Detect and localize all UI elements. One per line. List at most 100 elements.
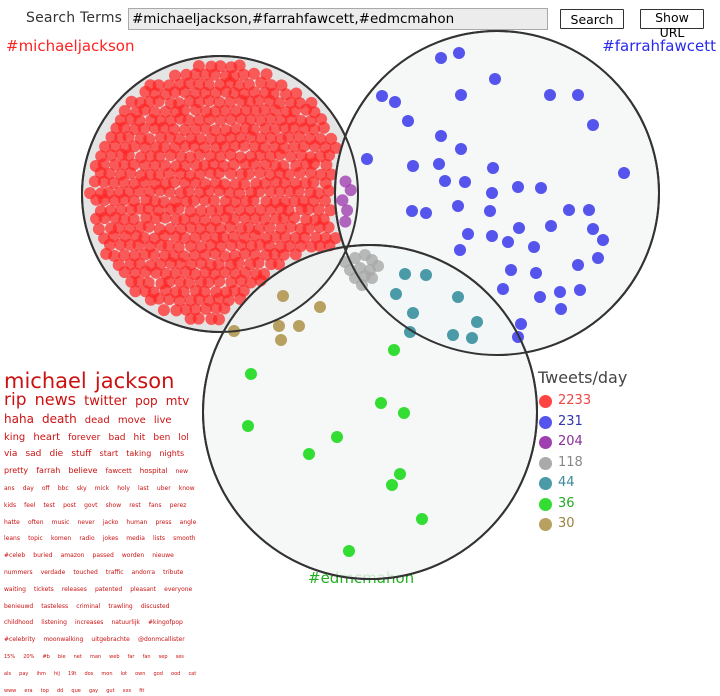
tweet-dot[interactable] <box>263 221 276 234</box>
tweet-dot[interactable] <box>259 122 272 135</box>
tweet-dot[interactable] <box>195 257 208 270</box>
tweet-dot[interactable] <box>224 95 237 108</box>
tweet-dot[interactable] <box>209 247 222 260</box>
tweet-dot[interactable] <box>239 211 252 224</box>
tweet-dot[interactable] <box>248 140 261 153</box>
tweet-dot[interactable] <box>122 131 135 143</box>
cloud-word[interactable]: death <box>42 411 77 426</box>
tweet-dot[interactable] <box>515 318 527 330</box>
tweet-dot[interactable] <box>154 131 167 144</box>
tweet-dot[interactable] <box>254 149 267 162</box>
tweet-dot[interactable] <box>435 52 447 64</box>
cloud-word[interactable]: leans <box>4 535 20 543</box>
tweet-dot[interactable] <box>248 67 260 80</box>
tweet-dot[interactable] <box>292 185 305 198</box>
tweet-dot[interactable] <box>572 259 584 271</box>
tweet-dot[interactable] <box>199 122 212 135</box>
cloud-word[interactable]: rest <box>129 501 141 509</box>
tweet-dot[interactable] <box>122 149 135 162</box>
cloud-word[interactable]: nummers <box>4 569 33 577</box>
tweet-dot[interactable] <box>349 252 361 264</box>
tweet-dot[interactable] <box>264 203 277 216</box>
tweet-dot[interactable] <box>305 166 317 179</box>
tweet-dot[interactable] <box>235 112 248 125</box>
cloud-word[interactable]: fawcett <box>105 467 132 476</box>
cloud-word[interactable]: andorra <box>131 569 156 577</box>
tweet-dot[interactable] <box>98 212 111 225</box>
cloud-word[interactable]: often <box>27 518 44 526</box>
tweet-dot[interactable] <box>317 121 330 134</box>
tweet-dot[interactable] <box>189 68 202 81</box>
tweet-dot[interactable] <box>263 94 276 107</box>
tweet-dot[interactable] <box>459 176 471 188</box>
cloud-word[interactable]: topic <box>28 535 43 543</box>
cloud-word[interactable]: benieuwd <box>4 602 34 610</box>
tweet-dot[interactable] <box>98 194 111 206</box>
cloud-word[interactable]: amazon <box>60 552 85 560</box>
tweet-dot[interactable] <box>279 231 292 244</box>
cloud-word[interactable]: god <box>153 670 163 677</box>
tweet-dot[interactable] <box>238 139 250 152</box>
cloud-word[interactable]: via <box>4 449 18 460</box>
tweet-dot[interactable] <box>386 479 398 491</box>
cloud-word[interactable]: jackson <box>94 369 175 393</box>
tweet-dot[interactable] <box>513 222 525 234</box>
tweet-dot[interactable] <box>193 293 206 306</box>
tweet-dot[interactable] <box>237 68 250 81</box>
cloud-word[interactable]: hij <box>53 670 60 677</box>
tweet-dot[interactable] <box>618 167 630 179</box>
tweet-dot[interactable] <box>163 293 176 306</box>
cloud-word[interactable]: natuurlijk <box>111 619 140 627</box>
tweet-dot[interactable] <box>336 194 349 207</box>
tweet-dot[interactable] <box>163 167 175 180</box>
tweet-dot[interactable] <box>319 194 331 207</box>
tweet-dot[interactable] <box>189 303 202 316</box>
tweet-dot[interactable] <box>264 185 277 198</box>
cloud-word[interactable]: twitter <box>84 394 127 410</box>
tweet-dot[interactable] <box>232 256 245 269</box>
tweet-dot[interactable] <box>118 158 131 171</box>
tweet-dot[interactable] <box>255 76 268 89</box>
tweet-dot[interactable] <box>505 264 517 276</box>
tweet-dot[interactable] <box>157 304 170 317</box>
cloud-word[interactable]: ses <box>175 654 184 661</box>
tweet-dot[interactable] <box>455 89 467 101</box>
tweet-dot[interactable] <box>133 275 146 288</box>
tweet-dot[interactable] <box>300 213 313 226</box>
cloud-word[interactable]: day <box>22 485 34 493</box>
cloud-word[interactable]: increases <box>74 619 104 627</box>
tweet-dot[interactable] <box>129 285 142 298</box>
tweet-dot[interactable] <box>229 178 242 191</box>
cloud-word[interactable]: smooth <box>173 535 196 543</box>
cloud-word[interactable]: trawling <box>108 602 133 610</box>
tweet-dot[interactable] <box>269 231 282 243</box>
tweet-dot[interactable] <box>139 85 152 98</box>
tweet-dot[interactable] <box>331 431 343 443</box>
tweet-dot[interactable] <box>169 69 181 82</box>
cloud-word[interactable]: far <box>127 654 135 661</box>
tweet-dot[interactable] <box>225 167 237 180</box>
tweet-dot[interactable] <box>179 176 192 189</box>
cloud-word[interactable]: heart <box>33 431 61 443</box>
cloud-word[interactable]: web <box>109 654 120 661</box>
tweet-dot[interactable] <box>279 121 291 134</box>
tweet-dot[interactable] <box>435 130 447 142</box>
tweet-dot[interactable] <box>290 87 303 100</box>
tweet-dot[interactable] <box>153 150 166 163</box>
tweet-dot[interactable] <box>152 95 165 108</box>
tweet-dot[interactable] <box>502 236 514 248</box>
tweet-dot[interactable] <box>268 248 281 261</box>
tweet-dot[interactable] <box>185 240 197 253</box>
tweet-dot[interactable] <box>404 326 416 338</box>
tweet-dot[interactable] <box>202 184 215 197</box>
cloud-word[interactable]: lists <box>153 535 165 543</box>
tweet-dot[interactable] <box>92 223 105 236</box>
cloud-word[interactable]: test <box>43 501 55 509</box>
tweet-dot[interactable] <box>275 334 287 346</box>
tweet-dot[interactable] <box>389 96 401 108</box>
cloud-word[interactable]: media <box>126 535 145 543</box>
cloud-word[interactable]: era <box>24 687 33 694</box>
cloud-word[interactable]: michael <box>4 369 87 393</box>
tweet-dot[interactable] <box>455 143 467 155</box>
tweet-dot[interactable] <box>293 166 306 179</box>
